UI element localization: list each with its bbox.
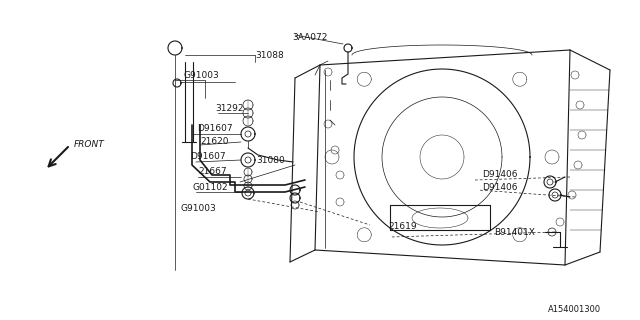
Text: D91406: D91406 bbox=[482, 183, 518, 192]
Text: D91607: D91607 bbox=[190, 152, 226, 161]
Text: 21667: 21667 bbox=[198, 167, 227, 176]
Text: 3AA072: 3AA072 bbox=[292, 33, 328, 42]
Text: 31080: 31080 bbox=[256, 156, 285, 165]
Text: 21619: 21619 bbox=[388, 222, 417, 231]
Text: 31088: 31088 bbox=[255, 51, 284, 60]
Text: G01102: G01102 bbox=[192, 183, 228, 192]
Text: D91607: D91607 bbox=[197, 124, 232, 133]
Text: 21620: 21620 bbox=[200, 137, 228, 146]
Text: 31292: 31292 bbox=[215, 104, 243, 113]
Text: G91003: G91003 bbox=[183, 71, 219, 80]
Text: D91406: D91406 bbox=[482, 170, 518, 179]
Text: FRONT: FRONT bbox=[74, 140, 105, 149]
Text: A154001300: A154001300 bbox=[548, 305, 602, 314]
Text: B91401X: B91401X bbox=[494, 228, 535, 237]
Text: G91003: G91003 bbox=[180, 204, 216, 213]
